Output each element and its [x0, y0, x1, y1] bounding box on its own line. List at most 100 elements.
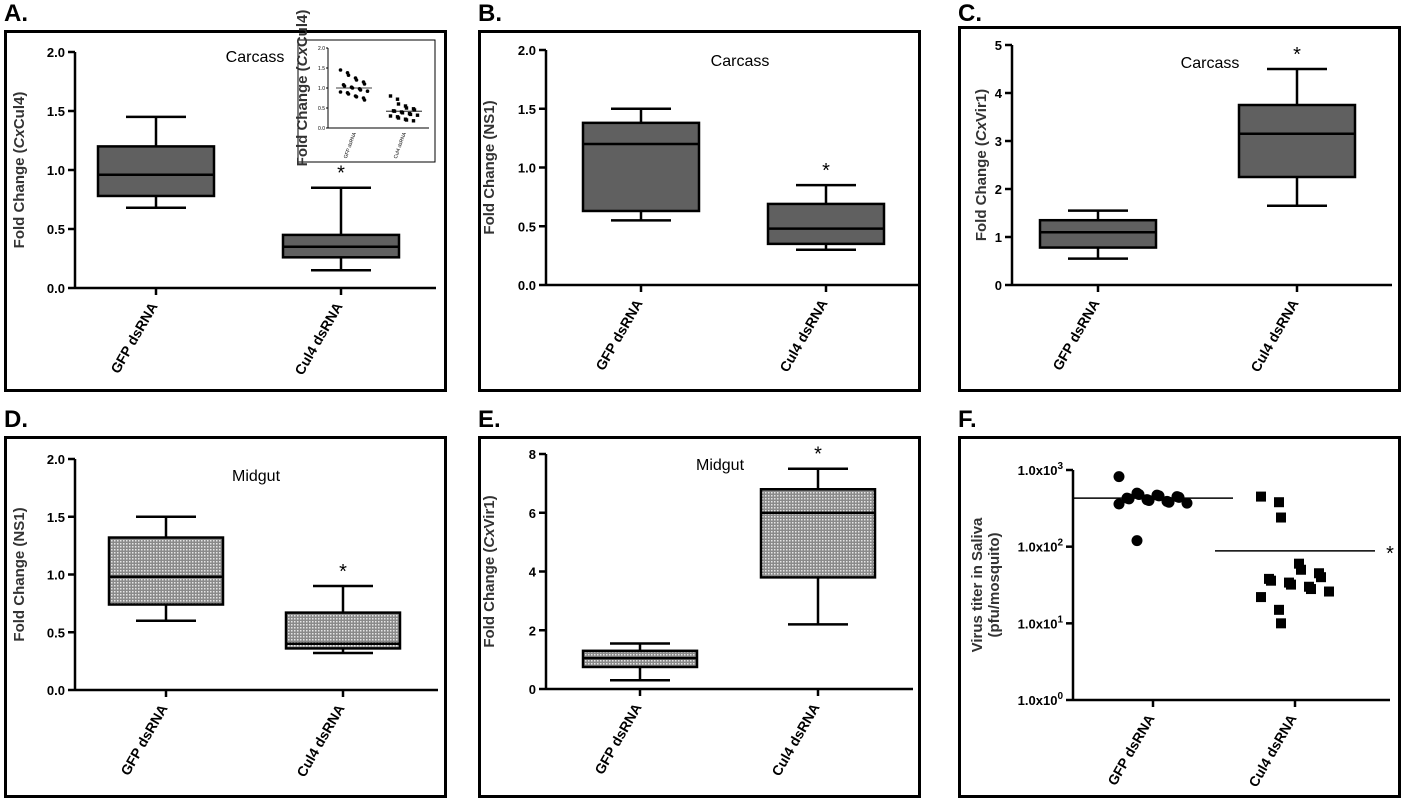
panel-d-y-tick-label: 0.0 — [47, 683, 65, 698]
panel-d-x-tick-label: GFP dsRNA — [117, 702, 170, 778]
panel-f-x-tick-label: Cul4 dsRNA — [1245, 712, 1299, 790]
panel-label-e: E. — [478, 406, 501, 433]
panel-a-x-tick-label: GFP dsRNA — [107, 300, 160, 376]
panel-f-data-point — [1276, 512, 1286, 523]
panel-b-significance-mark: * — [822, 160, 830, 182]
panel-c-box — [1038, 218, 1158, 249]
panel-f-data-point — [1276, 618, 1286, 629]
panel-f-data-point — [1131, 535, 1143, 547]
panel-a-y-tick-label: 1.0 — [47, 163, 65, 178]
panel-f-data-point — [1306, 584, 1316, 595]
panel-f-data-point — [1286, 579, 1296, 590]
panel-frame-d — [4, 436, 447, 798]
panel-frame-e — [478, 436, 921, 798]
panel-f-data-point — [1163, 496, 1175, 508]
panel-e-y-tick-label: 0 — [529, 682, 536, 697]
panel-f-y-axis-label: Virus titer in Saliva — [969, 517, 986, 652]
panel-c-y-tick-label: 3 — [995, 134, 1002, 149]
panel-e-y-tick-label: 8 — [529, 447, 536, 462]
panel-a-significance-mark: * — [337, 163, 345, 185]
panel-f-data-point — [1324, 586, 1334, 597]
panel-f-x-tick-label: GFP dsRNA — [1104, 712, 1157, 788]
inset-y-tick-label: 1.5 — [318, 66, 325, 72]
panel-f-data-point — [1256, 592, 1266, 603]
inset-data-point — [388, 94, 393, 98]
panel-c-y-axis-label: Fold Change (CxVir1) — [973, 89, 990, 241]
panel-a-chart-title: Carcass — [226, 49, 285, 66]
panel-label-d: D. — [4, 406, 28, 433]
inset-data-point — [354, 95, 359, 99]
inset-y-tick-label: 2.0 — [318, 46, 325, 52]
panel-f-data-point — [1266, 575, 1276, 586]
panel-d-significance-mark: * — [339, 561, 347, 583]
panel-frame-b — [478, 30, 921, 392]
panel-c-y-tick-label: 2 — [995, 182, 1002, 197]
inset-y-tick-label: 0.5 — [318, 106, 325, 112]
inset-data-point — [411, 119, 416, 123]
panel-b-y-tick-label: 1.0 — [518, 161, 536, 176]
inset-data-point — [396, 116, 401, 120]
panel-label-c: C. — [958, 0, 982, 27]
panel-f-significance-mark: * — [1386, 543, 1394, 565]
panel-e-significance-mark: * — [814, 444, 822, 466]
panel-a-y-axis-label: Fold Change (CxCul4) — [11, 92, 28, 249]
panel-d-box — [107, 536, 225, 606]
panel-b-y-tick-label: 0.5 — [518, 219, 536, 234]
panel-frame-f — [958, 436, 1401, 798]
inset-data-point — [346, 92, 351, 96]
inset-data-point — [395, 97, 400, 101]
panel-f-data-point — [1181, 497, 1193, 509]
panel-e-y-tick-label: 6 — [529, 506, 536, 521]
inset-data-point — [408, 112, 413, 117]
panel-b-box — [766, 202, 886, 246]
inset-data-point — [412, 108, 417, 112]
panel-c-y-tick-label: 1 — [995, 230, 1002, 245]
inset-data-point — [346, 73, 351, 77]
panel-e-y-axis-label: Fold Change (CxVir1) — [481, 495, 498, 647]
panel-f-data-point — [1143, 495, 1155, 507]
panel-f-data-point — [1133, 488, 1145, 500]
panel-a-y-tick-label: 2.0 — [47, 45, 65, 60]
panel-c-significance-mark: * — [1293, 44, 1301, 66]
inset-y-tick-label: 0.0 — [318, 126, 325, 132]
panel-a-x-tick-label: Cul4 dsRNA — [291, 300, 345, 378]
panel-e-y-tick-label: 4 — [529, 565, 537, 580]
panel-c-y-tick-label: 5 — [995, 38, 1002, 53]
panel-b-y-tick-label: 0.0 — [518, 278, 536, 293]
panel-b-x-tick-label: GFP dsRNA — [592, 297, 645, 373]
inset-data-point — [338, 90, 343, 94]
panel-frame-a — [4, 30, 447, 392]
inset-data-point — [362, 82, 367, 86]
panel-c-y-tick-label: 4 — [995, 86, 1003, 101]
panel-d-x-tick-label: Cul4 dsRNA — [293, 702, 347, 780]
inset-data-point — [396, 102, 401, 106]
panel-e-chart-title: Midgut — [696, 457, 745, 474]
inset-data-point — [362, 98, 367, 102]
panel-f-y-axis-label: (pfu/mosquito) — [986, 533, 1003, 638]
inset-data-point — [388, 114, 393, 118]
panel-d-y-tick-label: 2.0 — [47, 452, 65, 467]
panel-e-x-tick-label: Cul4 dsRNA — [768, 701, 822, 779]
panel-c-chart-title: Carcass — [1181, 55, 1240, 72]
panel-a-y-tick-label: 0.0 — [47, 281, 65, 296]
panel-b-y-tick-label: 2.0 — [518, 43, 536, 58]
panel-b-y-axis-label: Fold Change (NS1) — [481, 100, 498, 234]
panel-e-x-tick-label: GFP dsRNA — [591, 701, 644, 777]
panel-f-data-point — [1274, 604, 1284, 615]
inset-data-point — [365, 89, 370, 93]
panel-f-data-point — [1296, 564, 1306, 575]
panel-a-y-tick-label: 1.5 — [47, 104, 65, 119]
panel-f-data-point — [1316, 572, 1326, 583]
panel-f-y-tick-label: 1.0x100 — [1018, 691, 1064, 708]
panel-b-y-tick-label: 1.5 — [518, 102, 536, 117]
panel-label-f: F. — [958, 406, 977, 433]
panel-b-box — [581, 121, 701, 213]
panel-f-y-tick-label: 1.0x101 — [1018, 614, 1064, 631]
inset-data-point — [404, 118, 409, 122]
inset-y-axis-label: Fold Change (CxCul4) — [294, 10, 311, 167]
panel-d-y-tick-label: 1.0 — [47, 568, 65, 583]
panel-f-data-point — [1173, 491, 1185, 503]
panel-f-data-point — [1294, 558, 1304, 569]
inset-data-point — [404, 106, 409, 110]
inset-frame — [297, 39, 436, 163]
